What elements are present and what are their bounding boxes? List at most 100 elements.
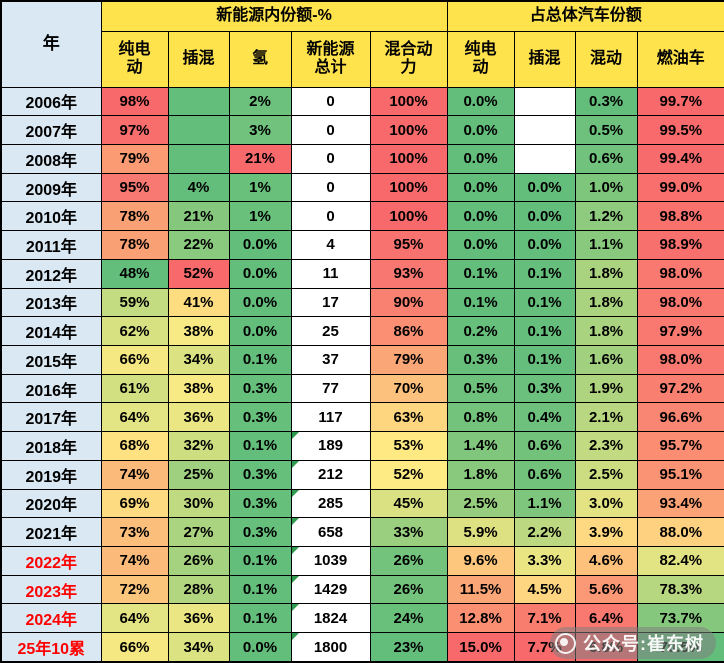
data-cell: 100% [369,115,448,145]
data-cell: 1.8% [574,316,638,346]
data-cell: 0.1% [513,287,576,318]
table-row: 2023年 72% 28% 0.1% 1429 26% 11.5% 4.5% 5.6% 78.3% [0,574,724,605]
table-row: 2009年 95% 4% 1% 0 100% 0.0% 0.0% 1.0% 99.0% [0,172,724,203]
data-cell: 37 [290,344,371,375]
data-cell: 1.1% [513,488,576,519]
data-cell: 77 [290,373,371,404]
data-cell: 32% [167,431,230,461]
data-cell: 3% [228,115,292,145]
data-cell: 88.0% [636,517,724,547]
col-header-nev-total: 新能源 总计 [290,30,371,88]
data-cell: 2.5% [574,459,638,490]
table-row: 2014年 62% 38% 0.0% 25 86% 0.2% 0.1% 1.8% 97.9% [0,316,724,346]
table-row: 2012年 48% 52% 0.0% 11 93% 0.1% 0.1% 1.8% 98.0% [0,258,724,289]
data-cell: 96.6% [636,402,724,433]
data-cell: 0.4% [513,402,576,433]
data-cell: 0.0% [228,258,292,289]
col-header-bev-share: 纯电 动 [100,30,169,88]
data-cell: 0.1% [228,546,292,576]
data-cell: 15.0% [446,632,515,663]
data-cell: 38% [167,316,230,346]
data-cell: 0 [290,172,371,203]
data-cell: 0 [290,115,371,145]
data-cell: 4.5% [513,574,576,605]
data-cell: 0.3% [228,373,292,404]
year-cell: 2022年 [0,546,102,576]
data-cell: 48% [100,258,169,289]
data-cell: 0.1% [228,344,292,375]
watermark: 公众号:崔东树 [550,627,716,659]
data-cell: 100% [369,201,448,232]
data-cell: 66% [100,344,169,375]
data-cell: 0.1% [228,603,292,634]
data-cell: 63% [369,402,448,433]
data-cell: 11.5% [446,574,515,605]
data-cell: 0.0% [513,230,576,260]
data-cell: 0.0% [446,201,515,232]
data-cell: 74% [100,459,169,490]
data-cell: 28% [167,574,230,605]
table-row: 2021年 73% 27% 0.3% 658 33% 5.9% 2.2% 3.9% 88.0% [0,517,724,547]
data-cell: 95% [100,172,169,203]
table-row: 2015年 66% 34% 0.1% 37 79% 0.3% 0.1% 1.6% 98.0% [0,344,724,375]
year-cell: 2024年 [0,603,102,634]
data-cell: 1.8% [574,258,638,289]
data-cell: 1.0% [574,172,638,203]
table-row: 2019年 74% 25% 0.3% 212 52% 1.8% 0.6% 2.5% 95.1% [0,459,724,490]
data-cell: 1.4% [446,431,515,461]
data-cell: 0.0% [446,143,515,174]
data-cell: 285 [290,488,371,519]
data-cell: 26% [369,574,448,605]
data-cell: 97.2% [636,373,724,404]
watermark-text: 公众号:崔东树 [583,634,704,654]
data-cell: 11 [290,258,371,289]
data-cell: 189 [290,431,371,461]
table-row: 2013年 59% 41% 0.0% 17 90% 0.1% 0.1% 1.8% 98.0% [0,287,724,318]
data-cell [167,86,230,117]
data-cell: 5.9% [446,517,515,547]
data-cell: 1.1% [574,230,638,260]
year-cell: 2017年 [0,402,102,433]
col-header-bev-total-market: 纯电 动 [446,30,515,88]
data-cell: 99.5% [636,115,724,145]
year-cell: 2011年 [0,230,102,260]
data-cell: 1039 [290,546,371,576]
data-cell: 78% [100,201,169,232]
data-cell: 0.0% [446,86,515,117]
data-cell: 0.1% [228,431,292,461]
data-cell: 2.3% [574,431,638,461]
data-cell: 658 [290,517,371,547]
year-cell: 25年10累 [0,632,102,663]
data-cell: 68% [100,431,169,461]
data-cell: 1.8% [446,459,515,490]
data-cell: 0.1% [513,316,576,346]
data-cell: 78% [100,230,169,260]
data-cell [513,86,576,117]
data-cell: 0.1% [513,258,576,289]
data-cell: 26% [369,546,448,576]
year-cell: 2014年 [0,316,102,346]
data-cell: 52% [369,459,448,490]
data-cell: 99.7% [636,86,724,117]
data-cell: 100% [369,172,448,203]
data-cell: 82.4% [636,546,724,576]
data-cell: 69% [100,488,169,519]
data-cell: 78.3% [636,574,724,605]
data-cell: 1.6% [574,344,638,375]
data-cell: 24% [369,603,448,634]
data-cell: 79% [100,143,169,174]
data-cell: 99.0% [636,172,724,203]
data-cell: 98.0% [636,287,724,318]
group-header-row: 年 新能源内份额-% 占总体汽车份额 [0,0,724,88]
table-row: 2024年 64% 36% 0.1% 1824 24% 12.8% 7.1% 6.4% 73.7% [0,603,724,634]
data-cell: 0.0% [446,115,515,145]
data-cell: 1.2% [574,201,638,232]
year-cell: 2018年 [0,431,102,461]
data-cell: 93.4% [636,488,724,519]
data-cell: 70% [369,373,448,404]
data-cell: 0.5% [574,115,638,145]
data-cell: 7.1% [513,603,576,634]
data-cell: 93% [369,258,448,289]
year-cell: 2009年 [0,172,102,203]
data-cell: 0 [290,143,371,174]
